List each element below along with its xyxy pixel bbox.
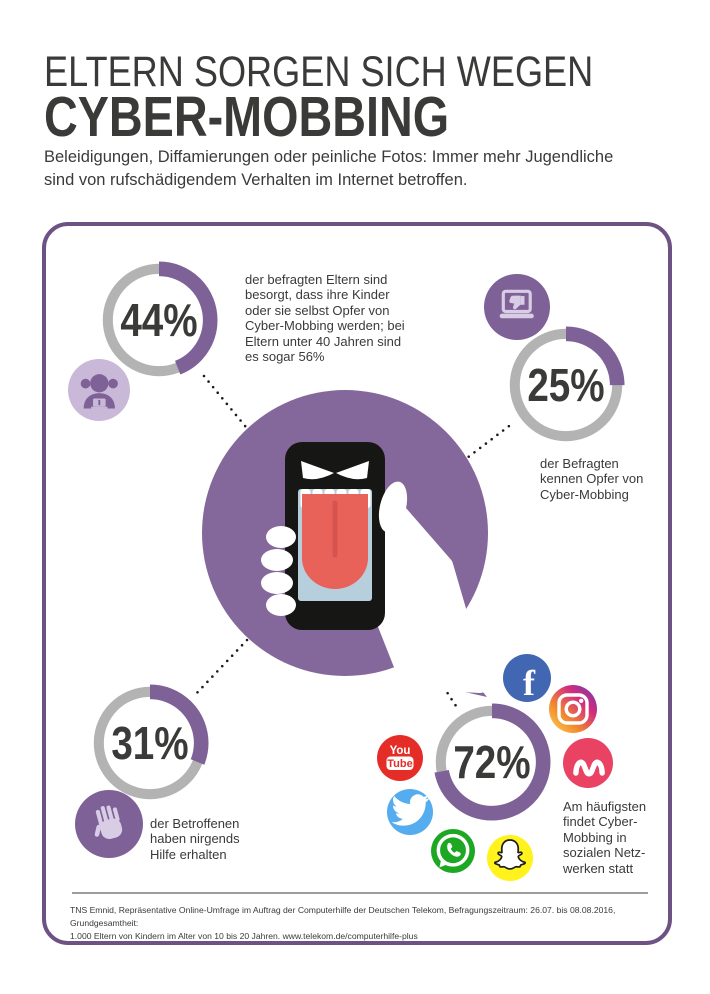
- angry-eye-right: [336, 461, 369, 480]
- girl-with-laptop-icon: [80, 373, 118, 409]
- note-worried-parents: der befragten Eltern sind besorgt, dass …: [245, 272, 405, 365]
- note-social-networks: Am häufigsten findet Cyber- Mobbing in s…: [563, 799, 647, 876]
- donut-value-44: 44%: [120, 294, 198, 346]
- facebook-icon: f: [503, 654, 551, 702]
- source-note: TNS Emnid, Repräsentative Online-Umfrage…: [70, 905, 616, 941]
- musically-icon: [563, 738, 613, 788]
- page-title-line2: CYBER-MOBBING: [44, 85, 450, 149]
- angry-eye-left: [301, 461, 334, 480]
- donut-chart-25: 25%: [502, 321, 630, 449]
- stop-hand-icon: [94, 805, 122, 839]
- fingers: [261, 526, 296, 616]
- donut-value-25: 25%: [527, 359, 605, 411]
- note-know-victims: der Befragten kennen Opfer von Cyber-Mob…: [540, 456, 644, 502]
- svg-text:You: You: [390, 745, 411, 757]
- svg-text:Tube: Tube: [387, 758, 412, 770]
- whatsapp-icon: [431, 829, 475, 873]
- instagram-icon: [549, 685, 597, 733]
- thumb: [378, 481, 408, 533]
- footer-divider: [72, 892, 648, 894]
- twitter-icon: [387, 789, 433, 835]
- note-no-help: der Betroffenen haben nirgends Hilfe erh…: [150, 816, 240, 862]
- donut-chart-44: 44%: [95, 256, 223, 384]
- page-title-line1: ELTERN SORGEN SICH WEGEN: [44, 48, 594, 96]
- donut-value-72: 72%: [453, 736, 531, 788]
- donut-value-31: 31%: [111, 717, 189, 769]
- stop-hand-avatar: [75, 790, 143, 858]
- donut-chart-31: 31%: [86, 679, 214, 807]
- girl-with-laptop-avatar: [68, 359, 130, 421]
- snapchat-icon: [487, 835, 533, 881]
- youtube-icon: You Tube: [377, 735, 423, 781]
- angry-phone-icon: [202, 390, 488, 697]
- laptop-thumbs-down-avatar: [484, 274, 550, 340]
- svg-text:f: f: [523, 663, 536, 702]
- donut-chart-72: 72%: [428, 698, 556, 826]
- page-subtitle: Beleidigungen, Diffamierungen oder peinl…: [44, 148, 614, 189]
- laptop-thumbs-down-icon: [499, 289, 535, 319]
- content-frame: [42, 222, 672, 945]
